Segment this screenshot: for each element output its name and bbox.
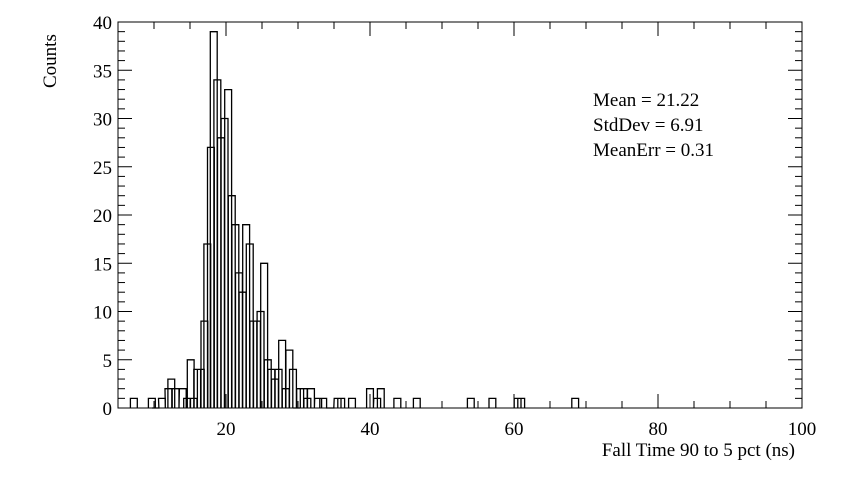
y-tick-label: 25 <box>93 158 112 179</box>
histogram-bin <box>413 398 420 408</box>
histogram-bin <box>349 398 356 408</box>
stat-meanerr: MeanErr = 0.31 <box>593 140 714 161</box>
histogram-bin <box>159 398 166 408</box>
x-tick-label: 20 <box>217 419 236 440</box>
x-tick-label: 40 <box>361 419 380 440</box>
x-tick-label: 80 <box>649 419 668 440</box>
histogram-bin <box>572 398 579 408</box>
stat-stddev: StdDev = 6.91 <box>593 115 703 136</box>
x-tick-label: 60 <box>505 419 524 440</box>
y-tick-label: 40 <box>93 13 112 34</box>
stats-box: Mean = 21.22 StdDev = 6.91 MeanErr = 0.3… <box>593 90 714 161</box>
y-tick-label: 35 <box>93 61 112 82</box>
x-tick-label: 100 <box>788 419 817 440</box>
histogram-series-line <box>129 31 580 409</box>
histogram-bin <box>467 398 474 408</box>
x-tick-labels: 20 40 60 80 100 <box>217 419 817 440</box>
y-tick-label: 20 <box>93 206 112 227</box>
y-tick-label: 15 <box>93 254 112 275</box>
histogram-bin <box>172 389 179 408</box>
histogram-bin <box>489 398 496 408</box>
histogram-bin <box>394 398 401 408</box>
y-tick-label: 30 <box>93 110 112 131</box>
y-tick-label: 5 <box>103 351 113 372</box>
y-tick-labels: 0 5 10 15 20 25 30 35 40 <box>93 13 112 420</box>
histogram-bin <box>320 398 327 408</box>
histogram-bin <box>130 398 137 408</box>
y-tick-label: 10 <box>93 303 112 324</box>
stat-mean: Mean = 21.22 <box>593 90 699 111</box>
x-axis-title: Fall Time 90 to 5 pct (ns) <box>602 440 795 461</box>
histogram-bin <box>315 398 322 408</box>
histogram-bins <box>130 32 578 408</box>
y-axis-title: Counts <box>40 34 61 88</box>
y-tick-label: 0 <box>103 399 113 420</box>
y-ticks <box>118 21 802 409</box>
